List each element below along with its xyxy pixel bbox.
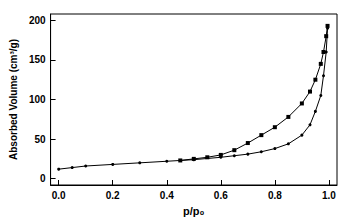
svg-text:1.0: 1.0: [322, 190, 336, 201]
svg-text:0.2: 0.2: [106, 190, 120, 201]
svg-text:0.6: 0.6: [214, 190, 228, 201]
svg-text:0: 0: [40, 173, 46, 184]
svg-text:0.8: 0.8: [268, 190, 282, 201]
svg-text:p/p₀: p/p₀: [183, 205, 204, 217]
svg-text:50: 50: [34, 134, 46, 145]
svg-text:100: 100: [29, 94, 46, 105]
svg-text:150: 150: [29, 54, 46, 65]
svg-text:0.0: 0.0: [52, 190, 66, 201]
svg-text:0.4: 0.4: [160, 190, 174, 201]
svg-text:Absorbed Volume (cm³/g): Absorbed Volume (cm³/g): [8, 39, 19, 160]
svg-text:200: 200: [29, 15, 46, 26]
